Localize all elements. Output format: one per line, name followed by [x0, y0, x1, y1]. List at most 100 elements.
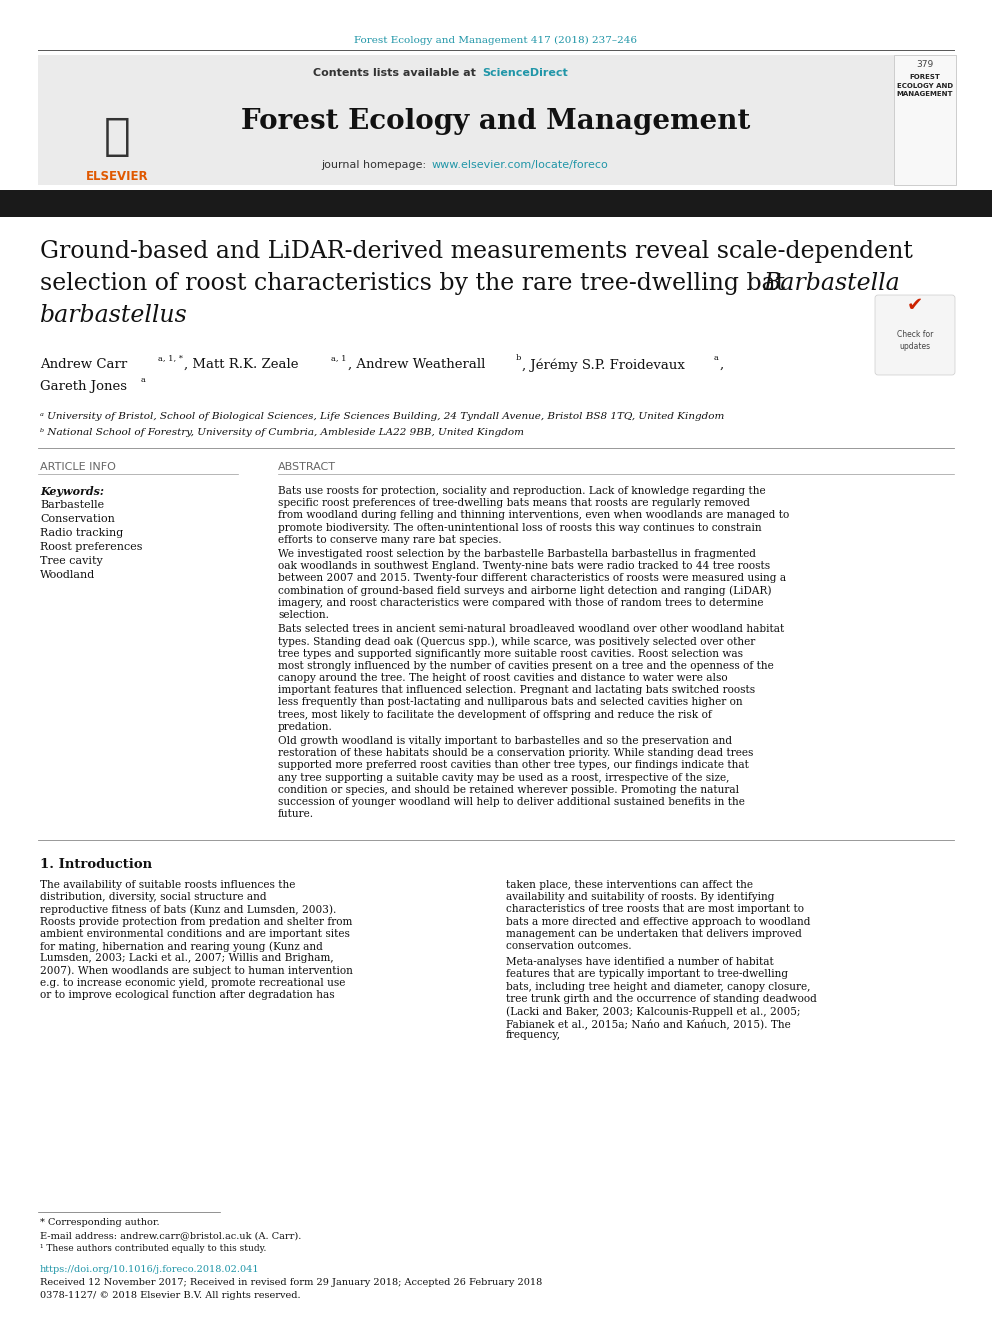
- Text: Bats selected trees in ancient semi-natural broadleaved woodland over other wood: Bats selected trees in ancient semi-natu…: [278, 624, 785, 634]
- Text: Radio tracking: Radio tracking: [40, 528, 123, 538]
- Text: 379: 379: [917, 60, 933, 69]
- FancyBboxPatch shape: [875, 295, 955, 374]
- Text: * Corresponding author.: * Corresponding author.: [40, 1218, 160, 1226]
- Text: oak woodlands in southwest England. Twenty-nine bats were radio tracked to 44 tr: oak woodlands in southwest England. Twen…: [278, 561, 770, 572]
- Text: We investigated roost selection by the barbastelle Barbastella barbastellus in f: We investigated roost selection by the b…: [278, 549, 756, 560]
- Text: , Jérémy S.P. Froidevaux: , Jérémy S.P. Froidevaux: [522, 359, 684, 372]
- Text: Ground-based and LiDAR-derived measurements reveal scale-dependent: Ground-based and LiDAR-derived measureme…: [40, 239, 913, 263]
- Text: important features that influenced selection. Pregnant and lactating bats switch: important features that influenced selec…: [278, 685, 755, 695]
- Text: restoration of these habitats should be a conservation priority. While standing : restoration of these habitats should be …: [278, 749, 753, 758]
- Text: b: b: [516, 355, 522, 363]
- Text: combination of ground-based field surveys and airborne light detection and rangi: combination of ground-based field survey…: [278, 586, 772, 597]
- Text: future.: future.: [278, 810, 314, 819]
- Text: Old growth woodland is vitally important to barbastelles and so the preservation: Old growth woodland is vitally important…: [278, 736, 732, 746]
- Text: specific roost preferences of tree-dwelling bats means that roosts are regularly: specific roost preferences of tree-dwell…: [278, 499, 750, 508]
- Text: ᵃ University of Bristol, School of Biological Sciences, Life Sciences Building, : ᵃ University of Bristol, School of Biolo…: [40, 411, 724, 421]
- Text: 2007). When woodlands are subject to human intervention: 2007). When woodlands are subject to hum…: [40, 966, 353, 976]
- Text: Check for
updates: Check for updates: [897, 329, 933, 351]
- FancyBboxPatch shape: [38, 56, 196, 185]
- Text: Gareth Jones: Gareth Jones: [40, 380, 127, 393]
- Text: tree types and supported significantly more suitable roost cavities. Roost selec: tree types and supported significantly m…: [278, 648, 743, 659]
- Text: Woodland: Woodland: [40, 570, 95, 579]
- Text: , Matt R.K. Zeale: , Matt R.K. Zeale: [184, 359, 299, 370]
- Text: any tree supporting a suitable cavity may be used as a roost, irrespective of th: any tree supporting a suitable cavity ma…: [278, 773, 729, 783]
- Text: selection of roost characteristics by the rare tree-dwelling bat: selection of roost characteristics by th…: [40, 273, 793, 295]
- Text: between 2007 and 2015. Twenty-four different characteristics of roosts were meas: between 2007 and 2015. Twenty-four diffe…: [278, 573, 786, 583]
- Text: less frequently than post-lactating and nulliparous bats and selected cavities h: less frequently than post-lactating and …: [278, 697, 743, 708]
- Text: (Lacki and Baker, 2003; Kalcounis-Ruppell et al., 2005;: (Lacki and Baker, 2003; Kalcounis-Ruppel…: [506, 1005, 801, 1016]
- Text: ScienceDirect: ScienceDirect: [482, 67, 567, 78]
- Text: most strongly influenced by the number of cavities present on a tree and the ope: most strongly influenced by the number o…: [278, 660, 774, 671]
- Text: Roost preferences: Roost preferences: [40, 542, 143, 552]
- Text: for mating, hibernation and rearing young (Kunz and: for mating, hibernation and rearing youn…: [40, 941, 322, 951]
- Text: ELSEVIER: ELSEVIER: [85, 169, 149, 183]
- Text: Conservation: Conservation: [40, 515, 115, 524]
- Text: trees, most likely to facilitate the development of offspring and reduce the ris: trees, most likely to facilitate the dev…: [278, 709, 711, 720]
- Text: Lumsden, 2003; Lacki et al., 2007; Willis and Brigham,: Lumsden, 2003; Lacki et al., 2007; Willi…: [40, 953, 333, 963]
- Text: a: a: [714, 355, 719, 363]
- Text: from woodland during felling and thinning interventions, even when woodlands are: from woodland during felling and thinnin…: [278, 511, 790, 520]
- Text: management can be undertaken that delivers improved: management can be undertaken that delive…: [506, 929, 802, 939]
- Text: types. Standing dead oak (Quercus spp.), while scarce, was positively selected o: types. Standing dead oak (Quercus spp.),…: [278, 636, 755, 647]
- Text: bats a more directed and effective approach to woodland: bats a more directed and effective appro…: [506, 917, 810, 926]
- Text: a, 1, *: a, 1, *: [158, 355, 183, 363]
- Text: journal homepage:: journal homepage:: [321, 160, 430, 169]
- Text: Fabianek et al., 2015a; Nańo and Kańuch, 2015). The: Fabianek et al., 2015a; Nańo and Kańuch,…: [506, 1019, 791, 1029]
- Text: supported more preferred roost cavities than other tree types, our findings indi: supported more preferred roost cavities …: [278, 761, 749, 770]
- Text: ¹ These authors contributed equally to this study.: ¹ These authors contributed equally to t…: [40, 1244, 267, 1253]
- Text: ABSTRACT: ABSTRACT: [278, 462, 336, 472]
- Text: conservation outcomes.: conservation outcomes.: [506, 941, 632, 951]
- Text: 0378-1127/ © 2018 Elsevier B.V. All rights reserved.: 0378-1127/ © 2018 Elsevier B.V. All righ…: [40, 1291, 301, 1301]
- Text: canopy around the tree. The height of roost cavities and distance to water were : canopy around the tree. The height of ro…: [278, 673, 727, 683]
- Text: 𝕰: 𝕰: [103, 115, 130, 159]
- Text: Keywords:: Keywords:: [40, 486, 104, 497]
- Text: ,: ,: [720, 359, 724, 370]
- Text: a: a: [141, 376, 146, 384]
- Text: e.g. to increase economic yield, promote recreational use: e.g. to increase economic yield, promote…: [40, 978, 345, 987]
- Text: Received 12 November 2017; Received in revised form 29 January 2018; Accepted 26: Received 12 November 2017; Received in r…: [40, 1278, 543, 1287]
- Text: Meta-analyses have identified a number of habitat: Meta-analyses have identified a number o…: [506, 958, 774, 967]
- Text: frequency,: frequency,: [506, 1031, 561, 1040]
- Text: https://doi.org/10.1016/j.foreco.2018.02.041: https://doi.org/10.1016/j.foreco.2018.02…: [40, 1265, 260, 1274]
- Text: Forest Ecology and Management 417 (2018) 237–246: Forest Ecology and Management 417 (2018)…: [354, 36, 638, 45]
- FancyBboxPatch shape: [0, 191, 992, 217]
- Text: Barbastelle: Barbastelle: [40, 500, 104, 509]
- Text: E-mail address: andrew.carr@bristol.ac.uk (A. Carr).: E-mail address: andrew.carr@bristol.ac.u…: [40, 1230, 302, 1240]
- Text: The availability of suitable roosts influences the: The availability of suitable roosts infl…: [40, 880, 296, 890]
- Text: Andrew Carr: Andrew Carr: [40, 359, 127, 370]
- Text: succession of younger woodland will help to deliver additional sustained benefit: succession of younger woodland will help…: [278, 796, 745, 807]
- Text: , Andrew Weatherall: , Andrew Weatherall: [348, 359, 485, 370]
- Text: Tree cavity: Tree cavity: [40, 556, 103, 566]
- Text: ARTICLE INFO: ARTICLE INFO: [40, 462, 116, 472]
- Text: selection.: selection.: [278, 610, 329, 620]
- Text: predation.: predation.: [278, 722, 333, 732]
- Text: distribution, diversity, social structure and: distribution, diversity, social structur…: [40, 892, 267, 902]
- Text: ᵇ National School of Forestry, University of Cumbria, Ambleside LA22 9BB, United: ᵇ National School of Forestry, Universit…: [40, 429, 524, 437]
- Text: promote biodiversity. The often-unintentional loss of roosts this way continues : promote biodiversity. The often-unintent…: [278, 523, 762, 533]
- FancyBboxPatch shape: [894, 56, 956, 185]
- Text: Roosts provide protection from predation and shelter from: Roosts provide protection from predation…: [40, 917, 352, 926]
- Text: reproductive fitness of bats (Kunz and Lumsden, 2003).: reproductive fitness of bats (Kunz and L…: [40, 905, 336, 916]
- Text: imagery, and roost characteristics were compared with those of random trees to d: imagery, and roost characteristics were …: [278, 598, 764, 607]
- Text: Contents lists available at: Contents lists available at: [313, 67, 480, 78]
- Text: ✔: ✔: [907, 296, 924, 315]
- Text: characteristics of tree roosts that are most important to: characteristics of tree roosts that are …: [506, 905, 804, 914]
- Text: barbastellus: barbastellus: [40, 304, 187, 327]
- Text: condition or species, and should be retained wherever possible. Promoting the na: condition or species, and should be reta…: [278, 785, 739, 795]
- Text: ambient environmental conditions and are important sites: ambient environmental conditions and are…: [40, 929, 350, 939]
- Text: FOREST
ECOLOGY AND
MANAGEMENT: FOREST ECOLOGY AND MANAGEMENT: [897, 74, 953, 97]
- Text: Forest Ecology and Management: Forest Ecology and Management: [241, 108, 751, 135]
- Text: bats, including tree height and diameter, canopy closure,: bats, including tree height and diameter…: [506, 982, 810, 992]
- Text: 1. Introduction: 1. Introduction: [40, 859, 152, 871]
- Text: Barbastella: Barbastella: [763, 273, 900, 295]
- FancyBboxPatch shape: [38, 56, 894, 185]
- Text: tree trunk girth and the occurrence of standing deadwood: tree trunk girth and the occurrence of s…: [506, 994, 816, 1004]
- Text: a, 1: a, 1: [331, 355, 346, 363]
- Text: www.elsevier.com/locate/foreco: www.elsevier.com/locate/foreco: [432, 160, 609, 169]
- Text: taken place, these interventions can affect the: taken place, these interventions can aff…: [506, 880, 753, 890]
- Text: Bats use roosts for protection, sociality and reproduction. Lack of knowledge re: Bats use roosts for protection, socialit…: [278, 486, 766, 496]
- Text: efforts to conserve many rare bat species.: efforts to conserve many rare bat specie…: [278, 534, 502, 545]
- Text: features that are typically important to tree-dwelling: features that are typically important to…: [506, 970, 788, 979]
- Text: or to improve ecological function after degradation has: or to improve ecological function after …: [40, 990, 334, 1000]
- Text: availability and suitability of roosts. By identifying: availability and suitability of roosts. …: [506, 892, 775, 902]
